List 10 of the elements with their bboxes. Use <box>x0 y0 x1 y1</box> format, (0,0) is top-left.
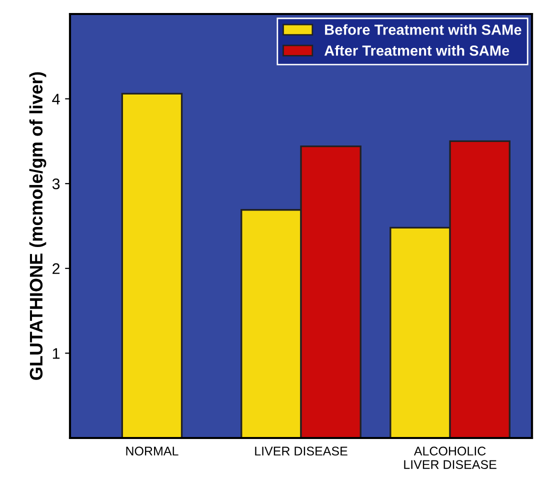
y-tick-label: 1 <box>52 348 60 359</box>
y-tick-label: 3 <box>52 178 60 190</box>
x-tick-label: ALCOHOLIC LIVER DISEASE <box>404 446 496 469</box>
x-tick-label: LIVER DISEASE <box>255 446 348 456</box>
legend-label: Before Treatment with SAMe <box>325 24 522 35</box>
x-tick-label: NORMAL <box>126 446 178 456</box>
y-tick-label: 4 <box>52 94 60 104</box>
legend-label: After Treatment with SAMe <box>324 45 510 56</box>
y-axis-title: GLUTATHIONE (mcmole/gm of liver) <box>29 72 46 380</box>
y-tick-label: 2 <box>52 263 60 274</box>
